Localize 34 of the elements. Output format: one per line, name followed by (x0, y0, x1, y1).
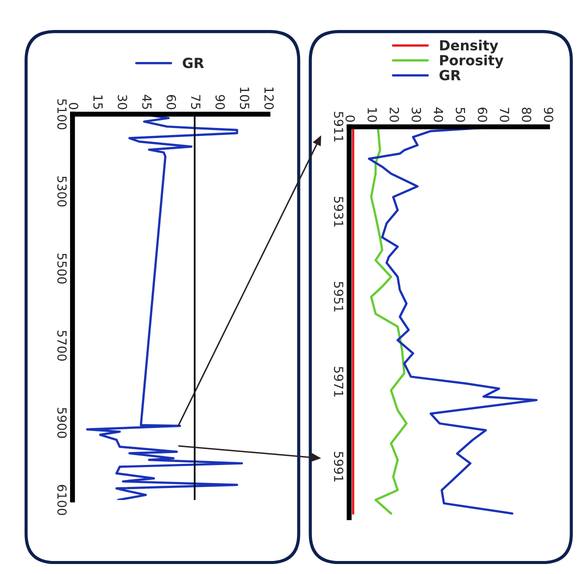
x-tick-label: 120 (264, 88, 274, 110)
x-tick-label: 10 (368, 108, 378, 122)
x-tick-label: 60 (166, 95, 176, 110)
x-tick-label: 50 (456, 108, 466, 122)
y-tick-label: 6100 (57, 484, 67, 516)
y-tick-label: 5991 (334, 452, 344, 482)
x-tick-label: 20 (390, 108, 400, 122)
x-tick-label: 30 (412, 108, 422, 122)
x-tick-label: 30 (118, 95, 128, 110)
x-tick-label: 60 (478, 108, 488, 122)
x-tick-label: 90 (544, 108, 554, 122)
y-tick-label: 5100 (57, 99, 67, 130)
legend-label: Porosity (440, 54, 504, 68)
x-tick-label: 0 (68, 102, 78, 110)
x-tick-label: 15 (93, 96, 103, 109)
x-tick-label: 105 (240, 88, 250, 109)
x-tick-label: 75 (191, 95, 200, 109)
y-tick-label: 5971 (334, 366, 344, 397)
x-tick-label: 90 (215, 94, 225, 110)
y-tick-label: 5951 (334, 282, 344, 312)
x-tick-label: 0 (346, 116, 355, 122)
x-tick-label: 70 (500, 108, 510, 122)
y-tick-label: 5931 (334, 196, 344, 227)
y-tick-label: 5500 (57, 254, 67, 284)
y-tick-label: 5900 (57, 408, 67, 438)
y-tick-label: 5700 (57, 330, 67, 361)
legend-label: GR (440, 70, 461, 80)
legend-label: GR (182, 58, 204, 68)
x-tick-label: 45 (142, 94, 152, 109)
legend-label: Density (440, 40, 498, 54)
x-tick-label: 80 (522, 108, 532, 122)
y-tick-label: 5300 (57, 176, 67, 206)
y-tick-label: 5911 (334, 112, 344, 142)
x-tick-label: 40 (434, 107, 444, 122)
